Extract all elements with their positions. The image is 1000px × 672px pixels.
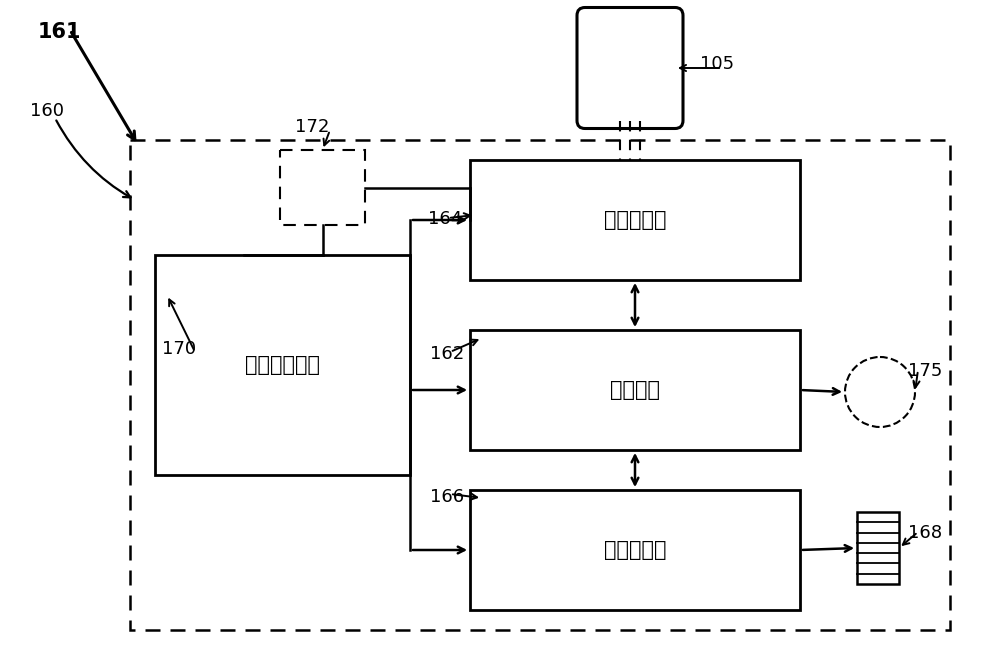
- Text: 微控制器: 微控制器: [610, 380, 660, 400]
- Bar: [470, 160, 800, 280]
- Bar: [280, 150, 365, 225]
- Text: 脉冲发生器: 脉冲发生器: [604, 540, 666, 560]
- Bar: [470, 330, 800, 450]
- Text: 168: 168: [908, 524, 942, 542]
- Bar: [130, 140, 950, 630]
- Text: 105: 105: [700, 55, 734, 73]
- Text: 175: 175: [908, 362, 942, 380]
- Text: 160: 160: [30, 102, 64, 120]
- Text: 166: 166: [430, 488, 464, 506]
- Text: 无线收发器: 无线收发器: [604, 210, 666, 230]
- Text: 164: 164: [428, 210, 462, 228]
- Text: 172: 172: [295, 118, 329, 136]
- Bar: [155, 255, 410, 475]
- Text: 161: 161: [38, 22, 82, 42]
- Text: 162: 162: [430, 345, 464, 363]
- Text: 电力管理模块: 电力管理模块: [245, 355, 320, 375]
- Bar: [470, 490, 800, 610]
- Text: 170: 170: [162, 340, 196, 358]
- Bar: [857, 512, 899, 584]
